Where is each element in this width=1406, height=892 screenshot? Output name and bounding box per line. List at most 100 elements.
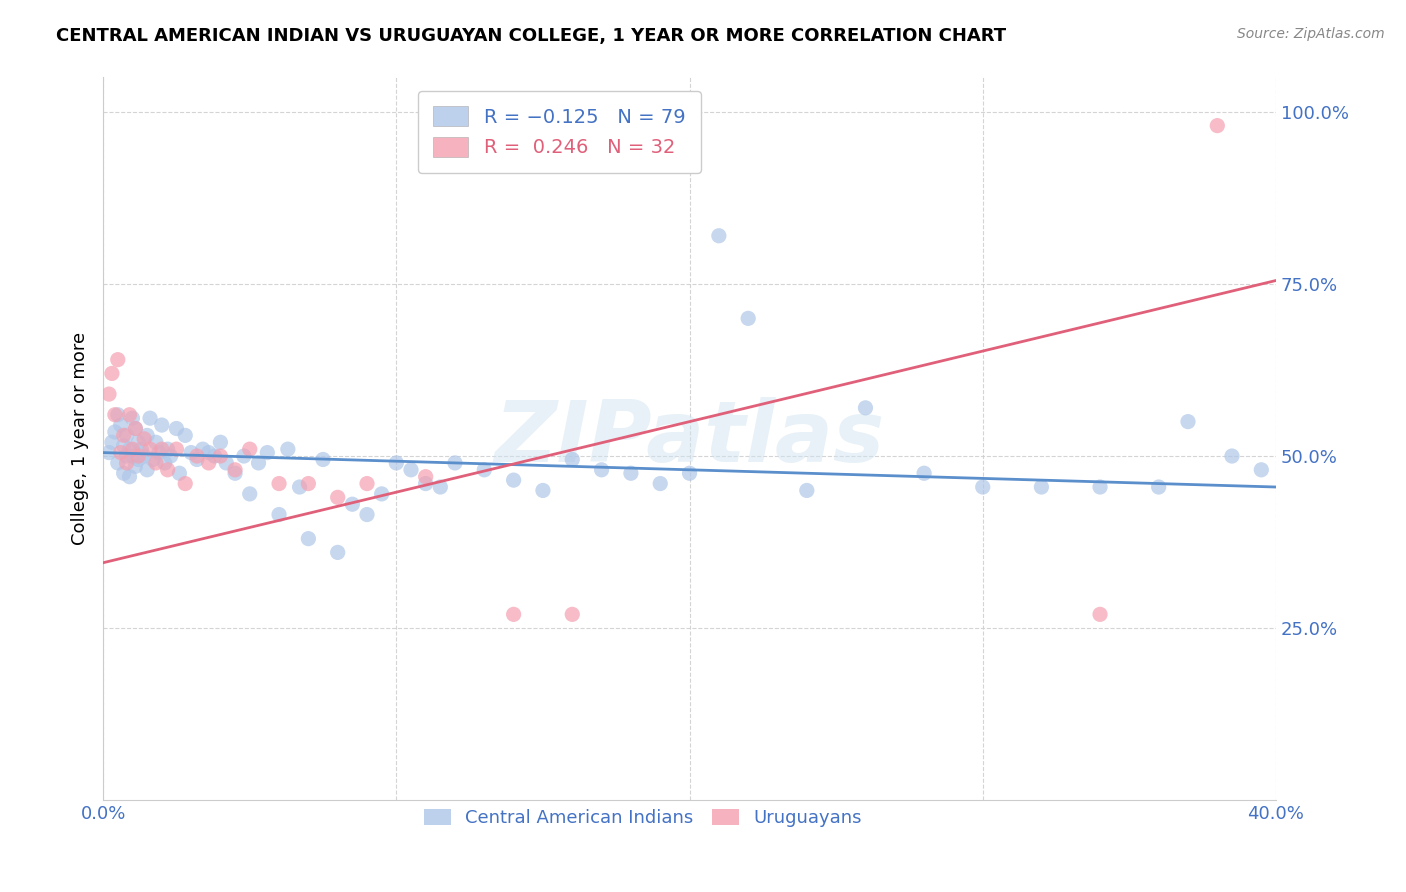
Point: [502, 473, 524, 487]
Point: [356, 476, 378, 491]
Point: [415, 469, 437, 483]
Point: [136, 463, 159, 477]
Point: [101, 435, 124, 450]
Point: [399, 463, 422, 477]
Point: [232, 449, 254, 463]
Point: [169, 467, 191, 481]
Point: [620, 467, 643, 481]
Point: [215, 456, 238, 470]
Point: [110, 445, 132, 459]
Point: [1206, 119, 1229, 133]
Point: [197, 445, 219, 459]
Point: [121, 411, 143, 425]
Point: [124, 421, 146, 435]
Point: [650, 476, 672, 491]
Point: [104, 425, 127, 439]
Point: [288, 480, 311, 494]
Point: [912, 467, 935, 481]
Point: [134, 432, 156, 446]
Point: [385, 456, 408, 470]
Point: [1147, 480, 1170, 494]
Point: [118, 469, 141, 483]
Point: [429, 480, 451, 494]
Point: [224, 467, 246, 481]
Point: [134, 449, 156, 463]
Point: [247, 456, 270, 470]
Point: [159, 449, 181, 463]
Point: [267, 508, 290, 522]
Point: [110, 418, 132, 433]
Point: [124, 421, 146, 435]
Point: [153, 456, 176, 470]
Point: [112, 428, 135, 442]
Point: [174, 476, 197, 491]
Point: [115, 449, 138, 463]
Point: [174, 428, 197, 442]
Point: [121, 449, 143, 463]
Point: [591, 463, 613, 477]
Point: [277, 442, 299, 457]
Point: [115, 428, 138, 442]
Point: [370, 487, 392, 501]
Point: [1177, 415, 1199, 429]
Point: [209, 449, 232, 463]
Point: [186, 449, 208, 463]
Point: [165, 442, 187, 457]
Point: [148, 445, 170, 459]
Point: [561, 452, 583, 467]
Point: [150, 418, 173, 433]
Point: [107, 352, 129, 367]
Point: [1250, 463, 1272, 477]
Point: [127, 435, 149, 450]
Point: [121, 442, 143, 457]
Point: [326, 491, 349, 505]
Point: [209, 435, 232, 450]
Point: [124, 459, 146, 474]
Point: [150, 442, 173, 457]
Point: [707, 228, 730, 243]
Point: [224, 463, 246, 477]
Point: [107, 408, 129, 422]
Point: [1088, 607, 1111, 622]
Point: [855, 401, 877, 415]
Point: [139, 411, 162, 425]
Point: [1031, 480, 1053, 494]
Point: [342, 497, 364, 511]
Point: [1220, 449, 1243, 463]
Point: [139, 442, 162, 457]
Point: [312, 452, 335, 467]
Point: [191, 442, 214, 457]
Point: [737, 311, 759, 326]
Text: ZIPatlas: ZIPatlas: [495, 397, 884, 480]
Point: [472, 463, 495, 477]
Point: [297, 532, 319, 546]
Point: [112, 439, 135, 453]
Point: [129, 442, 152, 457]
Point: [118, 408, 141, 422]
Point: [972, 480, 994, 494]
Point: [142, 452, 165, 467]
Point: [115, 456, 138, 470]
Point: [112, 467, 135, 481]
Text: Source: ZipAtlas.com: Source: ZipAtlas.com: [1237, 27, 1385, 41]
Point: [204, 449, 226, 463]
Point: [145, 435, 167, 450]
Point: [1088, 480, 1111, 494]
Point: [156, 442, 179, 457]
Text: CENTRAL AMERICAN INDIAN VS URUGUAYAN COLLEGE, 1 YEAR OR MORE CORRELATION CHART: CENTRAL AMERICAN INDIAN VS URUGUAYAN COL…: [56, 27, 1007, 45]
Point: [107, 456, 129, 470]
Point: [197, 456, 219, 470]
Point: [104, 408, 127, 422]
Point: [136, 428, 159, 442]
Y-axis label: College, 1 year or more: College, 1 year or more: [72, 332, 89, 545]
Point: [165, 421, 187, 435]
Point: [180, 445, 202, 459]
Point: [356, 508, 378, 522]
Point: [101, 367, 124, 381]
Point: [531, 483, 554, 498]
Point: [186, 452, 208, 467]
Point: [444, 456, 467, 470]
Point: [98, 387, 121, 401]
Point: [127, 449, 149, 463]
Point: [326, 545, 349, 559]
